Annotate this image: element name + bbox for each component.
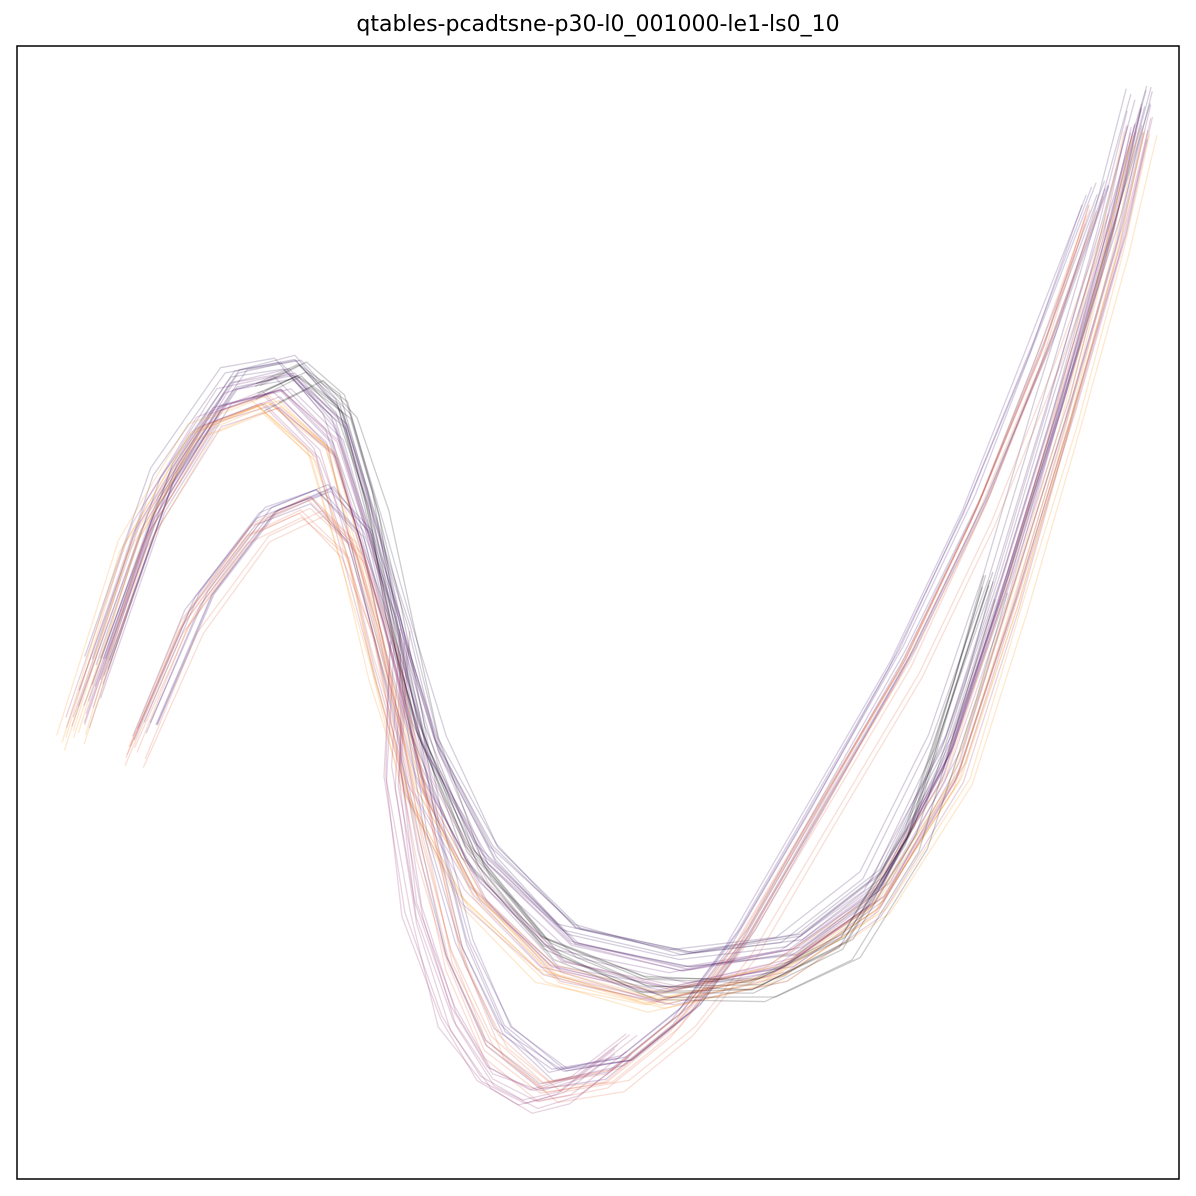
trajectory-line-arc-top-mid-5 — [83, 126, 1132, 989]
trajectory-line-arc-low-late-8 — [136, 210, 1097, 1093]
trajectory-line-arc-dense-core-0 — [255, 363, 985, 982]
trajectory-line-arc-top-early-5 — [103, 103, 1151, 968]
trajectory-line-arc-dense-core-5 — [259, 361, 994, 980]
trajectory-line-arc-stray-8 — [385, 643, 616, 1105]
trajectory-line-arc-top-mid-3 — [77, 125, 1129, 992]
trajectory-line-arc-top-mid-2 — [78, 110, 1128, 974]
trajectory-line-arc-top-late-4 — [65, 132, 1132, 1003]
trajectory-line-arc-low-late-2 — [126, 209, 1091, 1089]
trajectory-line-arc-low-early-4 — [133, 204, 1083, 1090]
trajectory-line-arc-low-early-0 — [145, 194, 1098, 1082]
trajectory-line-arc-top-late-5 — [83, 130, 1149, 1005]
trajectory-line-arc-top-mid-8 — [94, 108, 1143, 972]
trajectory-line-arc-low-late-5 — [134, 196, 1105, 1083]
trajectory-line-arc-dense-core-1 — [263, 386, 996, 1003]
trajectory-line-arc-dense-core-3 — [255, 375, 990, 994]
trajectory-line-arc-stray-3 — [398, 642, 627, 1102]
trajectory-line-arc-stray-7 — [383, 640, 619, 1101]
trajectory-line-arc-top-mid-1 — [99, 107, 1142, 972]
trajectory-line-arc-top-late-7 — [72, 124, 1136, 995]
trajectory-group — [56, 85, 1158, 1114]
trajectory-line-arc-top-final-8 — [65, 134, 1134, 1004]
trajectory-line-arc-dense-core-4 — [264, 371, 994, 988]
trajectory-line-arc-dense-core-2 — [251, 375, 983, 993]
trajectory-line-arc-top-mid-0 — [87, 123, 1136, 991]
trajectory-line-arc-low-late-4 — [129, 205, 1090, 1084]
trajectory-line-arc-top-early-6 — [99, 85, 1148, 956]
trajectory-line-arc-low-early-3 — [132, 194, 1087, 1085]
trajectory-line-arc-low-early-6 — [149, 180, 1106, 1071]
trajectory-line-arc-stray-2 — [390, 628, 627, 1091]
trajectory-line-arc-dense-core-8 — [257, 375, 991, 991]
trajectory-line-arc-top-final-0 — [77, 130, 1146, 1000]
trajectory-line-arc-low-late-6 — [125, 215, 1088, 1094]
trajectory-line-arc-top-early-7 — [91, 93, 1132, 957]
trajectory-line-arc-top-late-3 — [71, 131, 1137, 1002]
trajectory-line-arc-low-early-5 — [156, 185, 1110, 1072]
trajectory-line-arc-top-final-4 — [56, 131, 1125, 1001]
trajectory-line-arc-low-early-1 — [143, 182, 1097, 1074]
plot-frame — [16, 45, 1180, 1180]
trajectory-line-arc-top-late-2 — [83, 132, 1144, 999]
trajectory-line-arc-low-late-3 — [142, 218, 1111, 1104]
trajectory-line-arc-top-final-5 — [83, 134, 1158, 1010]
trajectory-line-arc-top-early-4 — [104, 86, 1152, 954]
trajectory-line-arc-stray-6 — [400, 631, 638, 1092]
trajectory-line-arc-low-early-7 — [155, 184, 1109, 1073]
trajectory-line-arc-low-late-1 — [144, 213, 1109, 1093]
trajectory-line-arc-top-early-2 — [102, 90, 1147, 953]
trajectory-line-arc-top-final-3 — [63, 144, 1135, 1013]
trajectory-line-arc-dense-core-7 — [278, 379, 1009, 998]
trajectory-line-arc-top-late-6 — [85, 117, 1152, 987]
trajectory-line-arc-top-early-8 — [107, 106, 1146, 968]
trajectory-line-arc-stray-5 — [394, 653, 632, 1114]
trajectory-line-arc-top-mid-6 — [99, 125, 1143, 984]
trajectory-line-arc-dense-core-6 — [254, 364, 987, 984]
trajectory-line-arc-top-final-1 — [72, 128, 1141, 993]
trajectory-line-arc-low-late-0 — [124, 223, 1086, 1103]
trajectory-line-arc-top-final-2 — [84, 133, 1151, 1006]
chart-title: qtables-pcadtsne-p30-l0_001000-le1-ls0_1… — [356, 12, 840, 37]
trajectory-line-arc-top-late-0 — [88, 138, 1148, 1006]
trajectory-line-arc-top-final-6 — [72, 131, 1145, 1000]
trajectory-line-arc-stray-0 — [399, 632, 631, 1092]
trajectory-line-arc-stray-1 — [397, 647, 630, 1110]
trajectory-line-arc-low-early-2 — [137, 186, 1093, 1070]
trajectory-line-arc-top-mid-7 — [91, 103, 1143, 968]
trajectory-line-arc-top-early-1 — [108, 91, 1153, 954]
trajectory-line-arc-stray-4 — [385, 642, 616, 1106]
trajectory-line-arc-top-early-3 — [95, 99, 1136, 961]
trajectory-line-arc-top-final-7 — [61, 135, 1133, 1006]
trajectory-line-arc-top-late-1 — [92, 116, 1154, 990]
trajectory-line-arc-low-early-8 — [156, 188, 1106, 1070]
trajectory-line-arc-top-late-8 — [65, 125, 1128, 992]
trajectory-line-arc-top-mid-4 — [102, 104, 1152, 971]
trajectory-line-arc-top-early-0 — [84, 88, 1127, 951]
trajectory-line-arc-low-late-7 — [128, 204, 1090, 1084]
